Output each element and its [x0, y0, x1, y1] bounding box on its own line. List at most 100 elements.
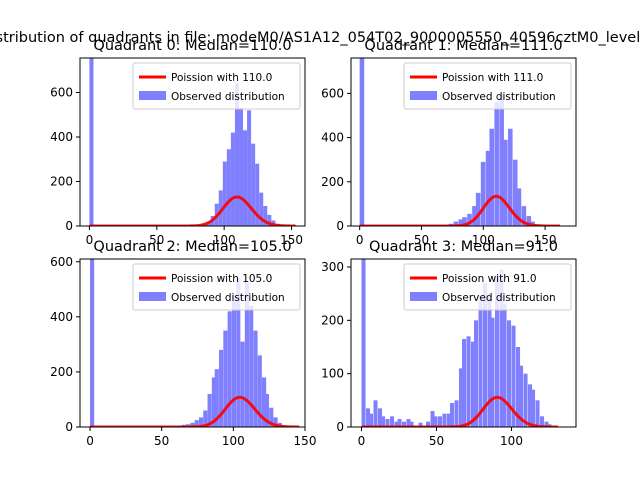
- legend-box: [403, 263, 572, 311]
- histogram-bar: [474, 320, 479, 427]
- histogram-bar: [253, 330, 258, 427]
- histogram-bar: [231, 294, 237, 427]
- axes-frame: [350, 57, 577, 227]
- y-tick-label: 200: [50, 174, 73, 188]
- x-tick-label: 100: [222, 434, 245, 448]
- x-tick-label: 50: [414, 233, 429, 247]
- histogram-bar: [269, 407, 274, 427]
- x-tick-label: 150: [534, 233, 557, 247]
- histogram-bar: [247, 110, 252, 226]
- x-tick-label: 150: [280, 233, 303, 247]
- histogram-bar: [447, 413, 452, 427]
- histogram-bar: [361, 259, 366, 427]
- histogram-bar: [511, 325, 516, 427]
- histogram-bar: [499, 269, 504, 427]
- legend-label-observed: Observed distribution: [442, 292, 556, 304]
- histogram-bar: [544, 421, 549, 427]
- histogram-bar: [406, 419, 411, 427]
- histogram-bar: [402, 421, 407, 427]
- y-tick-label: 0: [65, 219, 73, 233]
- legend-label-observed: Observed distribution: [442, 91, 556, 103]
- histogram-bar: [528, 384, 533, 427]
- histogram-bar: [438, 416, 443, 427]
- histogram-bar: [240, 341, 245, 427]
- y-tick-label: 0: [336, 420, 344, 434]
- histogram-bar: [219, 349, 224, 427]
- axes-frame: [350, 258, 577, 428]
- histogram-bar: [230, 132, 235, 226]
- histogram-bar: [426, 421, 431, 427]
- histogram-bar: [234, 83, 239, 226]
- subplot-grid: 0 50 100 150 0 200 400 600 Quadrant 0: Median=11…: [50, 38, 577, 448]
- histogram-bar: [499, 93, 504, 226]
- subplot-quadrant-1: 0 50 100 150 0 200 400 600 Quadrant 1: Median=11…: [321, 38, 577, 247]
- legend-label-poisson: Poission with 91.0: [442, 273, 537, 285]
- histogram-bar: [430, 411, 435, 427]
- histogram-bar: [490, 317, 495, 427]
- subplot-title: Quadrant 2: Median=105.0: [93, 239, 291, 255]
- histogram-bar: [198, 417, 204, 427]
- histogram-bar: [521, 206, 527, 226]
- histogram-bar: [223, 330, 228, 427]
- histogram-bar: [459, 368, 464, 427]
- histogram-bar: [243, 130, 248, 226]
- histogram-bar: [190, 422, 195, 427]
- histogram-bar: [454, 400, 459, 427]
- subplot-title: Quadrant 3: Median=91.0: [369, 239, 558, 255]
- histogram-bar: [495, 275, 500, 427]
- x-tick-label: 150: [294, 434, 317, 448]
- histogram-bar: [394, 421, 399, 427]
- y-tick-label: 200: [50, 365, 73, 379]
- legend-bar-swatch: [410, 292, 437, 301]
- histogram-bar: [218, 190, 223, 226]
- histogram-bar: [259, 192, 264, 226]
- histogram-bar: [485, 150, 491, 226]
- legend-label-observed: Observed distribution: [171, 91, 285, 103]
- histogram-bar: [516, 347, 521, 427]
- histogram-bar: [450, 403, 455, 427]
- histogram-bar: [458, 219, 464, 226]
- histogram-bar: [203, 410, 208, 427]
- x-tick-label: 50: [429, 434, 444, 448]
- y-tick-label: 600: [50, 255, 73, 269]
- legend-label-poisson: Poission with 110.0: [171, 72, 272, 84]
- x-tick-label: 0: [356, 233, 364, 247]
- histogram-bar: [90, 259, 95, 427]
- legend-label-observed: Observed distribution: [171, 292, 285, 304]
- y-tick-label: 400: [50, 130, 73, 144]
- histogram-bar: [462, 217, 467, 226]
- x-tick-label: 0: [86, 233, 94, 247]
- histogram-bar: [263, 205, 268, 226]
- histogram-bar: [442, 413, 447, 427]
- histogram-bar: [494, 102, 499, 226]
- histogram-bar: [512, 159, 518, 226]
- x-tick-label: 100: [213, 233, 236, 247]
- histogram-bar: [483, 283, 488, 427]
- histogram-bar: [418, 422, 423, 427]
- axes-frame: [79, 57, 306, 227]
- histogram-bar: [264, 393, 270, 427]
- histogram-bar: [540, 416, 545, 427]
- histogram-bar: [519, 365, 524, 427]
- histogram-bar: [273, 417, 278, 427]
- histogram-bar: [385, 419, 390, 427]
- x-tick-label: 0: [86, 434, 94, 448]
- histogram-bar: [433, 416, 438, 427]
- histogram-bar: [369, 413, 374, 427]
- histogram-bar: [257, 355, 262, 427]
- histogram-bar: [453, 221, 459, 226]
- histogram-bar: [390, 416, 395, 427]
- legend-bar-swatch: [139, 292, 166, 301]
- x-tick-label: 100: [472, 233, 495, 247]
- legend-label-poisson: Poission with 105.0: [171, 273, 272, 285]
- histogram-bar: [366, 408, 371, 427]
- histogram-bar: [535, 400, 540, 427]
- legend-bar-swatch: [139, 91, 166, 100]
- legend-box: [132, 263, 301, 311]
- histogram-bar: [251, 143, 256, 226]
- plot-area: [361, 259, 559, 427]
- y-tick-label: 0: [65, 420, 73, 434]
- histogram-bar: [244, 281, 249, 427]
- histogram-bar: [381, 416, 386, 427]
- histogram-bar: [227, 311, 232, 427]
